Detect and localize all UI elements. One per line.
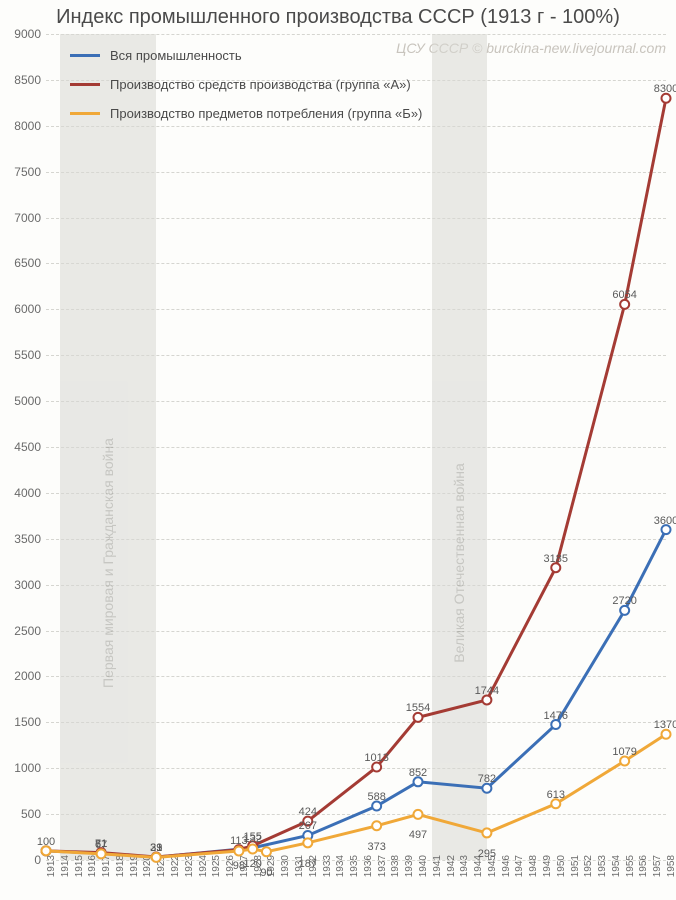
- point-value-label: 852: [409, 767, 427, 779]
- series-marker: [248, 844, 257, 853]
- legend-label: Вся промышленность: [110, 48, 242, 63]
- point-value-label: 588: [367, 791, 385, 803]
- point-value-label: 295: [478, 848, 496, 860]
- y-tick-label: 2000: [6, 669, 41, 683]
- point-value-label: 90: [260, 867, 272, 879]
- point-value-label: 187: [299, 858, 317, 870]
- y-tick-label: 8500: [6, 73, 41, 87]
- point-value-label: 29: [150, 842, 162, 854]
- series-marker: [662, 94, 671, 103]
- y-tick-label: 3000: [6, 578, 41, 592]
- series-marker: [620, 606, 629, 615]
- y-tick-label: 1000: [6, 761, 41, 775]
- chart-svg: [46, 34, 666, 860]
- point-value-label: 267: [299, 820, 317, 832]
- y-tick-label: 9000: [6, 27, 41, 41]
- legend: Вся промышленность Производство средств п…: [70, 48, 422, 135]
- point-value-label: 67: [95, 839, 107, 851]
- legend-swatch: [70, 54, 100, 57]
- legend-swatch: [70, 112, 100, 115]
- point-value-label: 497: [409, 830, 427, 842]
- point-value-label: 3185: [544, 552, 568, 564]
- series-line: [46, 734, 666, 857]
- legend-item: Производство средств производства (групп…: [70, 77, 422, 92]
- y-tick-label: 5500: [6, 348, 41, 362]
- series-marker: [551, 720, 560, 729]
- series-marker: [551, 799, 560, 808]
- y-tick-label: 4000: [6, 486, 41, 500]
- y-tick-label: 6500: [6, 256, 41, 270]
- y-tick-label: 7000: [6, 211, 41, 225]
- series-line: [46, 98, 666, 857]
- series-marker: [620, 300, 629, 309]
- point-value-label: 100: [37, 836, 55, 848]
- chart-container: Индекс промышленного производства СССР (…: [0, 0, 676, 900]
- x-tick-label: 1958: [666, 855, 676, 877]
- point-value-label: 1370: [654, 719, 676, 731]
- series-marker: [662, 525, 671, 534]
- series-marker: [482, 695, 491, 704]
- series-marker: [482, 828, 491, 837]
- series-marker: [42, 846, 51, 855]
- legend-label: Производство предметов потребления (груп…: [110, 106, 422, 121]
- point-value-label: 1079: [612, 746, 636, 758]
- y-tick-label: 8000: [6, 119, 41, 133]
- y-tick-label: 1500: [6, 715, 41, 729]
- series-line: [46, 530, 666, 858]
- point-value-label: 8300: [654, 83, 676, 95]
- series-marker: [97, 849, 106, 858]
- series-marker: [414, 777, 423, 786]
- series-marker: [262, 847, 271, 856]
- plot-area: 0500100015002000250030003500400045005000…: [46, 34, 666, 860]
- point-value-label: 3600: [654, 514, 676, 526]
- y-tick-label: 2500: [6, 624, 41, 638]
- series-marker: [662, 730, 671, 739]
- point-value-label: 424: [299, 806, 317, 818]
- y-tick-label: 0: [6, 853, 41, 867]
- legend-item: Вся промышленность: [70, 48, 422, 63]
- point-value-label: 1744: [475, 685, 499, 697]
- y-tick-label: 500: [6, 807, 41, 821]
- series-marker: [414, 713, 423, 722]
- series-marker: [372, 763, 381, 772]
- series-marker: [372, 802, 381, 811]
- series-marker: [152, 853, 161, 862]
- chart-title: Индекс промышленного производства СССР (…: [0, 6, 676, 29]
- series-marker: [414, 810, 423, 819]
- series-marker: [620, 756, 629, 765]
- point-value-label: 613: [547, 789, 565, 801]
- series-marker: [372, 821, 381, 830]
- series-marker: [303, 838, 312, 847]
- point-value-label: 782: [478, 773, 496, 785]
- point-value-label: 1554: [406, 702, 430, 714]
- y-tick-label: 7500: [6, 165, 41, 179]
- y-tick-label: 6000: [6, 302, 41, 316]
- series-marker: [551, 563, 560, 572]
- legend-item: Производство предметов потребления (груп…: [70, 106, 422, 121]
- y-tick-label: 5000: [6, 394, 41, 408]
- series-marker: [482, 784, 491, 793]
- point-value-label: 1476: [544, 709, 568, 721]
- point-value-label: 2720: [612, 595, 636, 607]
- series-marker: [234, 847, 243, 856]
- point-value-label: 120: [243, 858, 261, 870]
- legend-label: Производство средств производства (групп…: [110, 77, 411, 92]
- point-value-label: 373: [367, 841, 385, 853]
- point-value-label: 1013: [364, 752, 388, 764]
- y-tick-label: 3500: [6, 532, 41, 546]
- point-value-label: 6054: [612, 289, 636, 301]
- point-value-label: 155: [243, 831, 261, 843]
- y-tick-label: 4500: [6, 440, 41, 454]
- legend-swatch: [70, 83, 100, 86]
